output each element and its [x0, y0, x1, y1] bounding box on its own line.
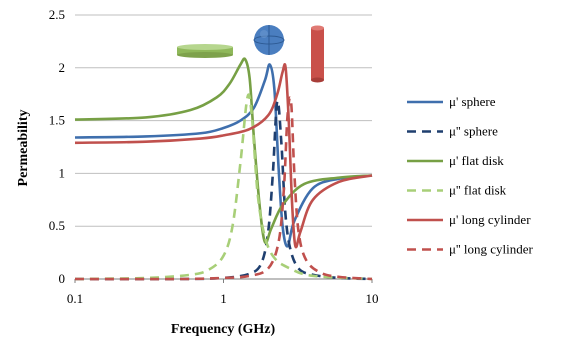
series-line-real-long-cylinder	[74, 63, 373, 249]
x-tick-label: 1	[220, 291, 227, 306]
x-axis-title: Frequency (GHz)	[171, 322, 276, 337]
legend: μ' sphere μ'' sphere μ' flat disk μ'' flat …	[407, 94, 534, 257]
series-line-imag-flat-disk	[74, 93, 373, 281]
x-tick-label: 10	[366, 291, 379, 306]
legend-label: μ'' sphere	[449, 124, 498, 139]
y-tick-label: 1.5	[49, 113, 65, 128]
series-line-real-flat-disk	[74, 57, 373, 245]
y-axis-title: Permeability	[16, 110, 31, 187]
y-axis-ticks: 0 0.5 1 1.5 2 2.5	[49, 7, 65, 286]
legend-label: μ'' flat disk	[449, 183, 507, 198]
sphere-icon	[253, 25, 285, 55]
series-line-imag-sphere	[74, 99, 373, 281]
x-tick-label: 0.1	[67, 291, 83, 306]
y-tick-label: 0.5	[49, 218, 65, 233]
flat-disk-icon	[177, 44, 233, 58]
series-line-imag-long-cylinder	[74, 96, 373, 281]
legend-label: μ' sphere	[449, 94, 496, 109]
y-tick-label: 0	[59, 271, 66, 286]
series-lines	[74, 57, 373, 281]
legend-label: μ' flat disk	[449, 153, 504, 168]
long-cylinder-icon	[311, 25, 324, 83]
x-axis-ticks: 0.1 1 10	[67, 279, 379, 306]
legend-label: μ' long cylinder	[449, 212, 531, 227]
series-line-real-sphere	[74, 63, 373, 248]
legend-label: μ'' long cylinder	[449, 242, 534, 257]
shape-icons	[177, 25, 324, 83]
y-tick-label: 1	[59, 165, 66, 180]
y-tick-label: 2.5	[49, 7, 65, 22]
y-tick-label: 2	[59, 60, 66, 75]
